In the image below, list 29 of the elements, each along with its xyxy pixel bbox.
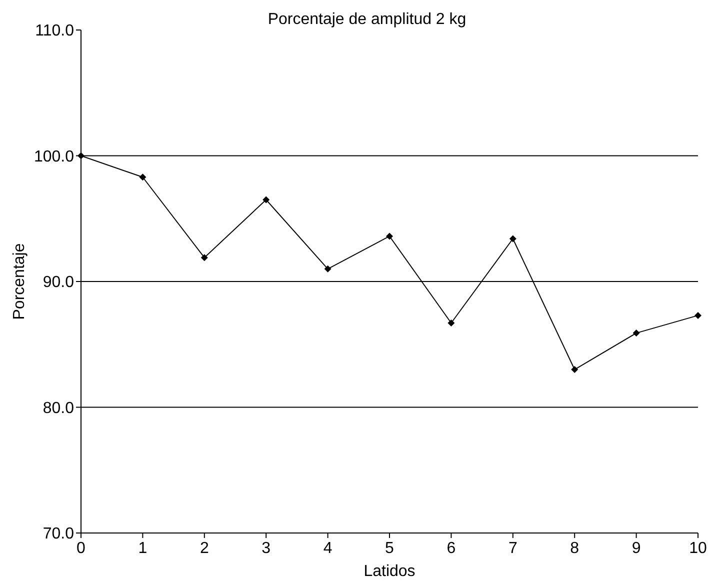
point (694, 312, 702, 319)
point (324, 265, 332, 272)
x-tick-label: 7 (508, 540, 518, 557)
point (139, 174, 146, 181)
y-tick-label: 100.0 (34, 148, 74, 166)
x-tick-label: 9 (632, 540, 641, 557)
y-tick-label: 80.0 (42, 400, 74, 417)
x-axis-title: Latidos (364, 563, 416, 580)
chart-title: Porcentaje de amplitud 2 kg (268, 11, 466, 28)
point (262, 196, 270, 204)
x-tick-label: 5 (385, 540, 394, 557)
y-tick-label: 70.0 (42, 526, 74, 543)
point (571, 366, 578, 374)
point (448, 319, 455, 326)
x-tick-label: 10 (689, 540, 707, 557)
x-tick-label: 4 (323, 540, 332, 557)
x-tick-label: 6 (446, 540, 456, 557)
x-tick-label: 2 (200, 540, 209, 557)
y-tick-label: 90.0 (42, 274, 74, 292)
x-tick-label: 0 (76, 540, 86, 557)
y-axis-title: Porcentaje (11, 243, 28, 320)
x-tick-label: 1 (138, 540, 148, 557)
x-tick-label: 3 (262, 540, 271, 557)
point (509, 235, 516, 242)
x-tick-label: 8 (570, 540, 580, 557)
y-tick-label: 110.0 (35, 22, 74, 40)
point (386, 232, 393, 240)
point (200, 254, 208, 262)
point (632, 330, 640, 337)
